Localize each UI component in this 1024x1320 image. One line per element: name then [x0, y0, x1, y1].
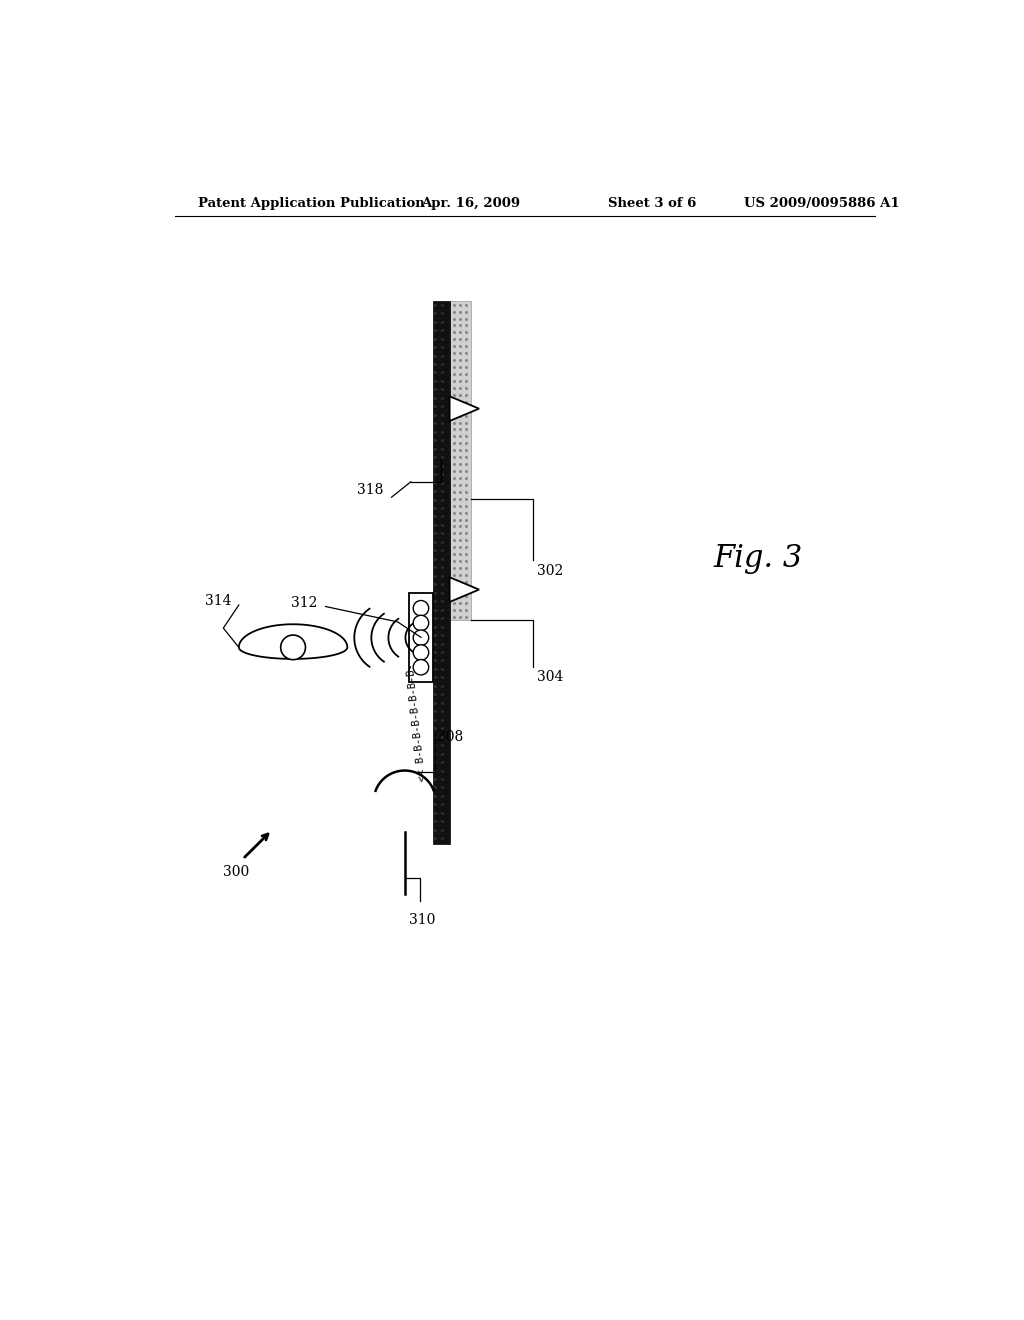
Bar — [450, 301, 471, 620]
Polygon shape — [450, 577, 479, 602]
Text: Fig. 3: Fig. 3 — [713, 544, 803, 574]
Circle shape — [414, 615, 429, 631]
Text: 302: 302 — [538, 564, 563, 578]
Text: 314: 314 — [205, 594, 231, 609]
Text: 308: 308 — [437, 730, 463, 744]
Text: 310: 310 — [409, 913, 435, 927]
Text: << B-B-B-B-B-B-B-B-: << B-B-B-B-B-B-B-B- — [406, 663, 428, 781]
Text: Patent Application Publication: Patent Application Publication — [198, 197, 425, 210]
Circle shape — [414, 601, 429, 616]
Text: 318: 318 — [357, 483, 384, 496]
Circle shape — [414, 660, 429, 675]
Text: US 2009/0095886 A1: US 2009/0095886 A1 — [744, 197, 900, 210]
Polygon shape — [239, 624, 347, 659]
Bar — [432, 301, 450, 843]
Text: 300: 300 — [223, 865, 250, 879]
Text: 312: 312 — [292, 595, 317, 610]
Bar — [410, 594, 432, 682]
Circle shape — [414, 644, 429, 660]
Polygon shape — [450, 396, 479, 421]
Circle shape — [281, 635, 305, 660]
Text: 304: 304 — [538, 671, 563, 685]
Text: Sheet 3 of 6: Sheet 3 of 6 — [608, 197, 697, 210]
Circle shape — [414, 630, 429, 645]
Text: Apr. 16, 2009: Apr. 16, 2009 — [421, 197, 520, 210]
